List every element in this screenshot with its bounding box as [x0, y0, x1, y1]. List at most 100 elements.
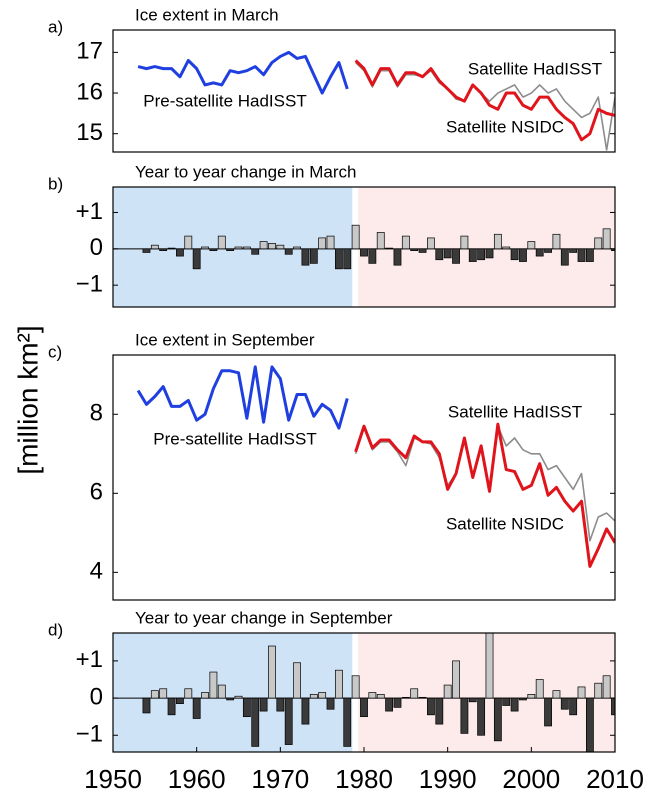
bar	[142, 697, 151, 714]
y-tick-label: +1	[76, 198, 103, 225]
bar	[309, 248, 318, 264]
bar	[167, 697, 176, 716]
bar	[293, 246, 301, 250]
panel-title: Year to year change in March	[135, 162, 356, 181]
bar	[552, 233, 561, 250]
bar	[544, 697, 552, 727]
bar	[460, 235, 469, 250]
panel-label: b)	[48, 174, 63, 193]
bar	[493, 697, 502, 742]
bar	[443, 248, 452, 259]
bar	[594, 682, 603, 699]
bar	[527, 694, 536, 699]
bar	[418, 696, 427, 699]
bar	[242, 246, 251, 250]
series-line	[137, 50, 349, 95]
bar	[376, 694, 385, 699]
y-tick-label: 0	[90, 234, 103, 261]
bar	[410, 688, 419, 699]
bar	[293, 662, 301, 699]
bar	[427, 697, 435, 716]
y-tick-label: +1	[76, 646, 103, 673]
bar	[485, 248, 494, 259]
x-tick-label: 1950	[84, 764, 142, 794]
bar	[493, 233, 502, 250]
bar	[435, 248, 444, 261]
series-label: Satellite HadISST	[468, 59, 602, 78]
bar	[376, 232, 385, 250]
bar	[209, 671, 218, 699]
shading	[358, 187, 615, 307]
series-label: Satellite NSIDC	[446, 514, 564, 533]
bar	[234, 695, 243, 699]
bar	[159, 688, 168, 699]
bar	[276, 697, 285, 712]
panel-title: Year to year change in September	[135, 608, 393, 627]
bar	[201, 246, 209, 250]
bar	[452, 660, 460, 699]
bar	[544, 248, 552, 253]
y-tick-label: 0	[90, 683, 103, 710]
bar	[268, 243, 276, 250]
x-tick-label: 1960	[168, 764, 226, 794]
bar	[251, 697, 260, 747]
series-label: Pre-satellite HadISST	[143, 91, 306, 110]
bar	[368, 692, 377, 699]
plot	[137, 50, 615, 151]
bar	[184, 688, 193, 699]
shading	[113, 633, 353, 752]
bar	[360, 697, 368, 718]
bar	[443, 684, 452, 699]
bar	[569, 697, 578, 716]
bar	[418, 248, 427, 253]
bar	[510, 697, 519, 712]
bar	[159, 248, 168, 251]
plot	[136, 365, 615, 568]
panel-label: c)	[48, 342, 62, 361]
y-tick-label: 17	[76, 38, 103, 65]
panel-label: a)	[48, 17, 63, 36]
bar	[142, 248, 151, 253]
bar	[468, 697, 477, 703]
frame	[112, 29, 616, 153]
y-tick-label: 8	[90, 400, 103, 427]
bar	[284, 697, 293, 745]
bar	[167, 247, 176, 250]
panel-label: d)	[48, 620, 63, 639]
bar	[401, 235, 410, 250]
bar	[343, 697, 352, 747]
bar	[217, 235, 226, 250]
bar	[585, 697, 594, 752]
bar	[259, 697, 268, 712]
bar	[343, 248, 352, 270]
bar	[460, 697, 469, 734]
frame	[112, 354, 616, 601]
y-tick-label: −1	[76, 721, 103, 748]
bar	[527, 241, 536, 250]
bar	[468, 248, 477, 262]
bar	[560, 248, 569, 266]
bar	[217, 684, 226, 699]
y-tick-label: 15	[76, 119, 103, 146]
bar	[602, 228, 611, 250]
y-tick-label: 6	[90, 479, 103, 506]
bar	[150, 244, 159, 250]
bar	[176, 697, 184, 705]
bar	[510, 248, 519, 261]
bar	[226, 248, 235, 251]
bar	[276, 244, 285, 250]
bar	[309, 694, 318, 699]
y-tick-label: 4	[90, 558, 103, 585]
bar	[150, 690, 159, 699]
bar	[351, 224, 360, 250]
bar	[519, 697, 527, 701]
bar	[259, 241, 268, 250]
bar	[602, 675, 611, 699]
bar	[201, 692, 209, 699]
bar	[560, 697, 569, 710]
bar	[569, 248, 578, 253]
bar	[502, 246, 511, 250]
bar	[502, 697, 511, 706]
bar	[385, 247, 394, 250]
series-label: Pre-satellite HadISST	[153, 429, 316, 448]
